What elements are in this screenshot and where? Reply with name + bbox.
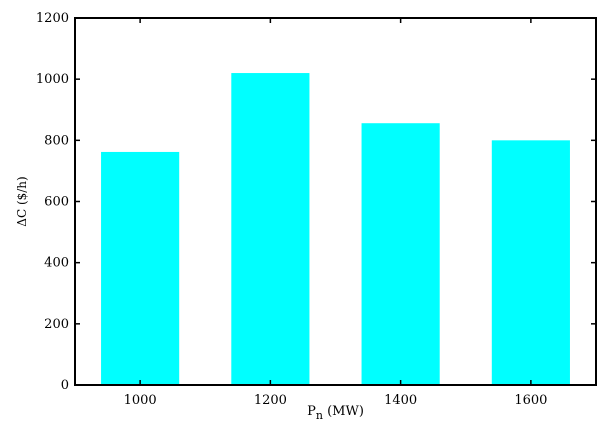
x-tick-label-1000: 1000 [124,393,157,408]
x-axis-label-main: P [307,404,316,419]
y-tick-label-200: 200 [44,317,69,332]
ticks-layer: 1000 1200 1400 1600 0 200 400 600 800 1000 1200 [36,11,596,408]
x-axis-label-subscript: n [316,409,323,421]
y-tick-label-400: 400 [44,256,69,271]
x-axis-label: Pn (MW) [307,404,364,421]
x-tick-label-1600: 1600 [514,393,547,408]
bar-1600 [491,140,570,385]
y-tick-label-1000: 1000 [36,72,69,87]
y-tick-label-0: 0 [61,378,69,393]
x-tick-label-1200: 1200 [254,393,287,408]
bar-1400 [361,123,440,386]
y-tick-label-600: 600 [44,195,69,210]
bar-1200 [231,73,310,386]
y-axis-label: ΔC ($/h) [15,176,29,226]
bars-layer [101,73,570,386]
labels-layer: Pn (MW) ΔC ($/h) [15,176,364,421]
x-axis-label-unit: (MW) [323,404,364,419]
y-tick-label-1200: 1200 [36,11,69,26]
x-tick-label-1400: 1400 [384,393,417,408]
bar-1000 [101,151,180,385]
y-tick-label-800: 800 [44,133,69,148]
